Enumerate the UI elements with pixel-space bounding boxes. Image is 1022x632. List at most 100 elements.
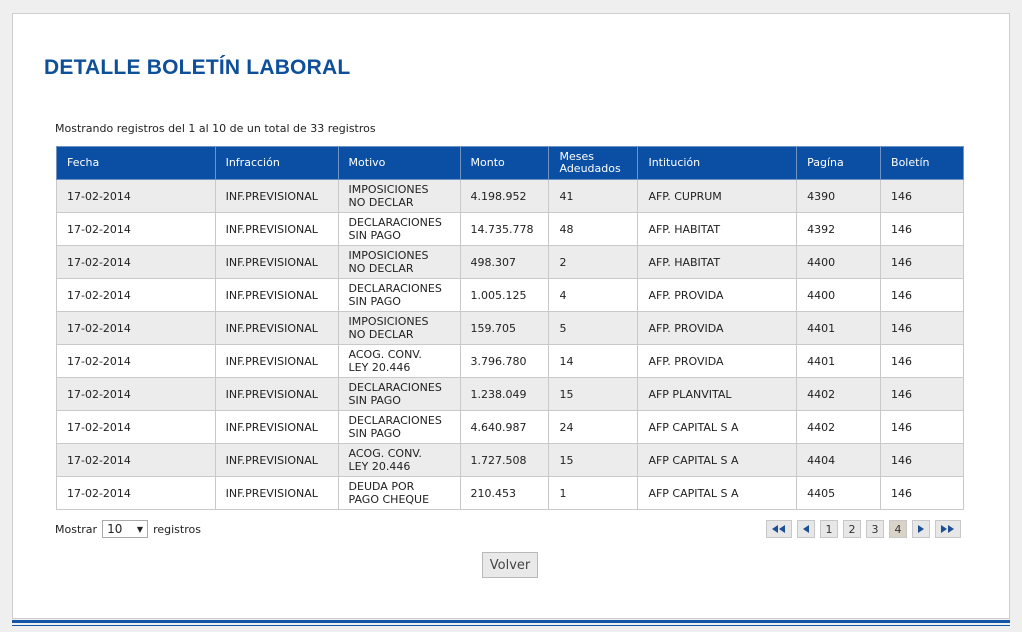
previous-page-button[interactable]: [797, 520, 815, 538]
right-arrow-icon: [918, 525, 924, 533]
column-header-boletin[interactable]: Boletín: [880, 146, 964, 180]
cell-monto: 159.705: [459, 311, 550, 345]
cell-line: SIN PAGO: [348, 295, 401, 308]
cell-pagina: 4404: [796, 443, 882, 477]
cell-institucion: AFP. PROVIDA: [637, 311, 798, 345]
column-header-meses-adeudados[interactable]: Meses Adeudados: [548, 146, 639, 180]
header-line: Meses: [559, 150, 594, 163]
cell-institucion: AFP. HABITAT: [637, 212, 798, 246]
cell-line: NO DECLAR: [348, 328, 414, 341]
footer-divider: [12, 620, 1010, 623]
cell-motivo: ACOG. CONV. LEY 20.446: [337, 443, 461, 477]
length-suffix: registros: [153, 522, 201, 536]
column-header-fecha[interactable]: Fecha: [56, 146, 216, 180]
cell-boletin: 146: [880, 311, 964, 345]
cell-line: ACOG. CONV.: [348, 348, 422, 361]
cell-infraccion: INF.PREVISIONAL: [214, 443, 339, 477]
left-arrow-icon: [803, 525, 809, 533]
cell-line: NO DECLAR: [348, 262, 414, 275]
cell-motivo: IMPOSICIONES NO DECLAR: [337, 245, 461, 279]
cell-monto: 1.005.125: [459, 278, 550, 312]
footer-divider-thin: [12, 625, 1010, 626]
cell-fecha: 17-02-2014: [56, 278, 216, 312]
cell-motivo: IMPOSICIONES NO DECLAR: [337, 179, 461, 213]
double-left-arrow-icon: [772, 525, 785, 533]
cell-fecha: 17-02-2014: [56, 410, 216, 444]
content-panel: DETALLE BOLETÍN LABORAL Mostrando regist…: [12, 13, 1010, 619]
cell-fecha: 17-02-2014: [56, 377, 216, 411]
cell-pagina: 4390: [796, 179, 882, 213]
cell-monto: 1.238.049: [459, 377, 550, 411]
page-length-select[interactable]: 10 ▼: [102, 520, 149, 538]
cell-line: LEY 20.446: [348, 460, 411, 473]
header-line: Adeudados: [559, 162, 621, 175]
cell-boletin: 146: [880, 476, 964, 510]
cell-line: IMPOSICIONES: [348, 183, 429, 196]
cell-pagina: 4401: [796, 344, 882, 378]
cell-line: SIN PAGO: [348, 427, 401, 440]
page-title: DETALLE BOLETÍN LABORAL: [44, 56, 351, 79]
cell-meses: 4: [548, 278, 639, 312]
cell-fecha: 17-02-2014: [56, 245, 216, 279]
table-row: 17-02-2014 INF.PREVISIONAL DEUDA POR PAGO C…: [56, 476, 964, 510]
cell-line: DECLARACIONES: [348, 216, 442, 229]
table-row: 17-02-2014 INF.PREVISIONAL IMPOSICIONES NO …: [56, 311, 964, 345]
cell-monto: 498.307: [459, 245, 550, 279]
page-button-2[interactable]: 2: [843, 520, 861, 538]
cell-infraccion: INF.PREVISIONAL: [214, 278, 339, 312]
chevron-down-icon: ▼: [136, 524, 144, 534]
cell-boletin: 146: [880, 179, 964, 213]
page-button-4-current[interactable]: 4: [889, 520, 907, 538]
cell-pagina: 4405: [796, 476, 882, 510]
cell-monto: 210.453: [459, 476, 550, 510]
cell-boletin: 146: [880, 410, 964, 444]
last-page-button[interactable]: [935, 520, 961, 538]
page-length-control: Mostrar 10 ▼ registros: [55, 520, 201, 538]
cell-pagina: 4392: [796, 212, 882, 246]
cell-monto: 3.796.780: [459, 344, 550, 378]
cell-line: DECLARACIONES: [348, 381, 442, 394]
cell-meses: 48: [548, 212, 639, 246]
cell-line: IMPOSICIONES: [348, 315, 429, 328]
cell-fecha: 17-02-2014: [56, 179, 216, 213]
cell-line: LEY 20.446: [348, 361, 411, 374]
cell-fecha: 17-02-2014: [56, 212, 216, 246]
column-header-infraccion[interactable]: Infracción: [214, 146, 339, 180]
next-page-button[interactable]: [912, 520, 930, 538]
records-info: Mostrando registros del 1 al 10 de un to…: [55, 122, 376, 135]
cell-boletin: 146: [880, 443, 964, 477]
cell-boletin: 146: [880, 377, 964, 411]
first-page-button[interactable]: [766, 520, 792, 538]
length-prefix: Mostrar: [55, 522, 98, 536]
column-header-motivo[interactable]: Motivo: [337, 146, 461, 180]
column-header-institucion[interactable]: Intitución: [637, 146, 798, 180]
back-button[interactable]: Volver: [482, 552, 538, 578]
page-button-1[interactable]: 1: [820, 520, 838, 538]
cell-boletin: 146: [880, 278, 964, 312]
cell-boletin: 146: [880, 344, 964, 378]
column-header-pagina[interactable]: Pagína: [796, 146, 882, 180]
cell-meses: 41: [548, 179, 639, 213]
cell-boletin: 146: [880, 245, 964, 279]
pagination: 1 2 3 4: [766, 520, 961, 538]
cell-infraccion: INF.PREVISIONAL: [214, 410, 339, 444]
cell-pagina: 4400: [796, 278, 882, 312]
cell-fecha: 17-02-2014: [56, 443, 216, 477]
cell-institucion: AFP. PROVIDA: [637, 344, 798, 378]
table-row: 17-02-2014 INF.PREVISIONAL DECLARACIONES SI…: [56, 212, 964, 246]
cell-pagina: 4400: [796, 245, 882, 279]
cell-infraccion: INF.PREVISIONAL: [214, 476, 339, 510]
page-button-3[interactable]: 3: [866, 520, 884, 538]
cell-pagina: 4402: [796, 410, 882, 444]
cell-meses: 15: [548, 443, 639, 477]
table-row: 17-02-2014 INF.PREVISIONAL DECLARACIONES SI…: [56, 410, 964, 444]
cell-boletin: 146: [880, 212, 964, 246]
cell-fecha: 17-02-2014: [56, 344, 216, 378]
cell-institucion: AFP PLANVITAL: [637, 377, 798, 411]
bulletin-table: Fecha Infracción Motivo Monto Meses Adeud…: [56, 146, 964, 510]
column-header-monto[interactable]: Monto: [459, 146, 550, 180]
cell-meses: 15: [548, 377, 639, 411]
cell-motivo: DECLARACIONES SIN PAGO: [337, 278, 461, 312]
cell-infraccion: INF.PREVISIONAL: [214, 344, 339, 378]
cell-motivo: DECLARACIONES SIN PAGO: [337, 377, 461, 411]
